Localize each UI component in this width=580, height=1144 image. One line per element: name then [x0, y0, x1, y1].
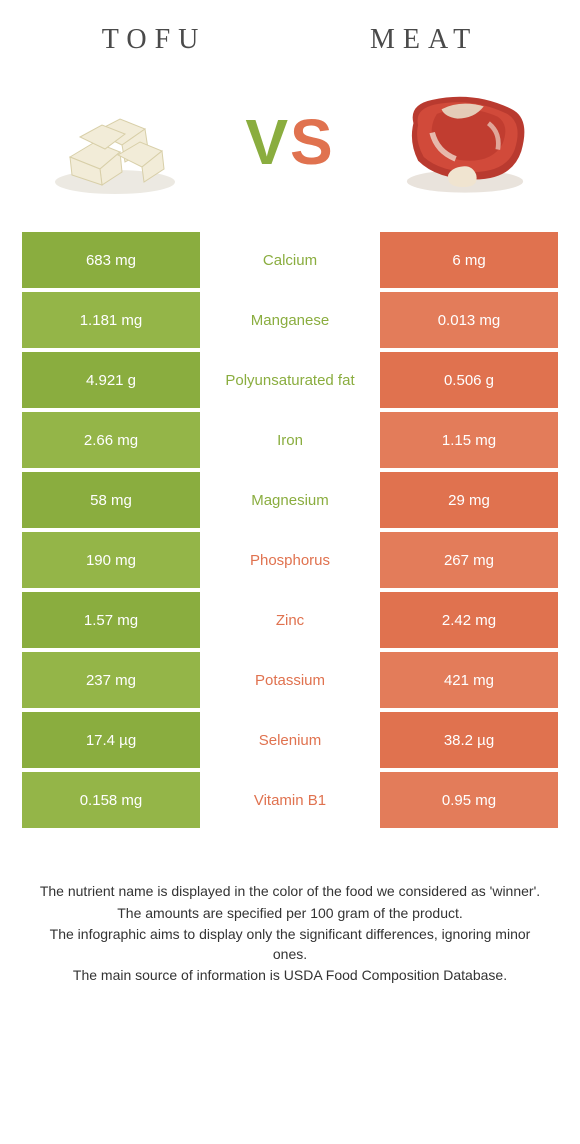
nutrient-name: Manganese: [200, 292, 380, 348]
footer-line: The nutrient name is displayed in the co…: [34, 882, 546, 902]
table-row: 683 mgCalcium6 mg: [22, 232, 558, 288]
right-value: 421 mg: [380, 652, 558, 708]
footer-notes: The nutrient name is displayed in the co…: [0, 832, 580, 986]
right-value: 1.15 mg: [380, 412, 558, 468]
right-value: 6 mg: [380, 232, 558, 288]
nutrient-name: Magnesium: [200, 472, 380, 528]
left-value: 237 mg: [22, 652, 200, 708]
left-value: 2.66 mg: [22, 412, 200, 468]
title-tofu: TOFU: [102, 24, 207, 56]
right-value: 0.013 mg: [380, 292, 558, 348]
left-value: 190 mg: [22, 532, 200, 588]
right-value: 38.2 µg: [380, 712, 558, 768]
comparison-table: 683 mgCalcium6 mg1.181 mgManganese0.013 …: [0, 232, 580, 828]
right-value: 0.95 mg: [380, 772, 558, 828]
left-value: 58 mg: [22, 472, 200, 528]
nutrient-name: Potassium: [200, 652, 380, 708]
vs-s: S: [290, 106, 335, 178]
nutrient-name: Polyunsaturated fat: [200, 352, 380, 408]
table-row: 237 mgPotassium421 mg: [22, 652, 558, 708]
table-row: 0.158 mgVitamin B10.95 mg: [22, 772, 558, 828]
left-value: 4.921 g: [22, 352, 200, 408]
footer-line: The infographic aims to display only the…: [34, 925, 546, 964]
left-value: 17.4 µg: [22, 712, 200, 768]
table-row: 4.921 gPolyunsaturated fat0.506 g: [22, 352, 558, 408]
table-row: 2.66 mgIron1.15 mg: [22, 412, 558, 468]
nutrient-name: Vitamin B1: [200, 772, 380, 828]
left-value: 0.158 mg: [22, 772, 200, 828]
right-value: 2.42 mg: [380, 592, 558, 648]
left-value: 683 mg: [22, 232, 200, 288]
nutrient-name: Selenium: [200, 712, 380, 768]
nutrient-name: Iron: [200, 412, 380, 468]
nutrient-name: Zinc: [200, 592, 380, 648]
table-row: 190 mgPhosphorus267 mg: [22, 532, 558, 588]
title-meat: MEAT: [370, 24, 478, 56]
footer-line: The amounts are specified per 100 gram o…: [34, 904, 546, 924]
footer-line: The main source of information is USDA F…: [34, 966, 546, 986]
table-row: 1.181 mgManganese0.013 mg: [22, 292, 558, 348]
images-row: VS: [0, 72, 580, 232]
right-value: 0.506 g: [380, 352, 558, 408]
left-value: 1.57 mg: [22, 592, 200, 648]
table-row: 17.4 µgSelenium38.2 µg: [22, 712, 558, 768]
right-value: 29 mg: [380, 472, 558, 528]
header: TOFU MEAT: [0, 0, 580, 72]
right-value: 267 mg: [380, 532, 558, 588]
nutrient-name: Phosphorus: [200, 532, 380, 588]
table-row: 1.57 mgZinc2.42 mg: [22, 592, 558, 648]
vs-label: VS: [245, 105, 334, 179]
nutrient-name: Calcium: [200, 232, 380, 288]
table-row: 58 mgMagnesium29 mg: [22, 472, 558, 528]
left-value: 1.181 mg: [22, 292, 200, 348]
meat-image: [390, 82, 540, 202]
vs-v: V: [245, 106, 290, 178]
tofu-image: [40, 82, 190, 202]
